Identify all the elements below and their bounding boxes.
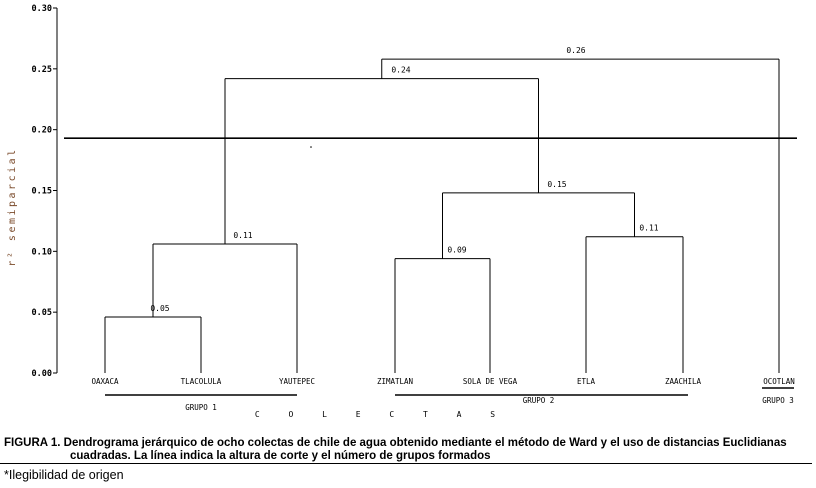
y-tick-label: 0.05: [32, 308, 52, 318]
caption-line-2: cuadradas. La línea indica la altura de …: [70, 450, 491, 462]
merge-height-label: 0.11: [639, 224, 658, 233]
leaf-label: ZIMATLAN: [377, 377, 413, 386]
group-label: GRUPO 2: [523, 396, 555, 405]
figure-caption: FIGURA 1. Dendrograma jerárquico de ocho…: [4, 437, 812, 463]
merge-height-label: 0.15: [547, 180, 566, 189]
chart-labels: 0.05 0.11 0.09 0.11 0.15 0.24 0.26 OAXACA TLACOL…: [91, 46, 794, 419]
stray-dot: [310, 146, 312, 148]
group-label: GRUPO 1: [185, 403, 217, 412]
leaf-label: YAUTEPEC: [279, 377, 315, 386]
y-tick-label: 0.20: [32, 126, 52, 136]
leaf-label: TLACOLULA: [181, 377, 222, 386]
leaf-label: ETLA: [577, 377, 596, 386]
dendrogram-branches: [64, 58, 797, 396]
caption-line-1: FIGURA 1. Dendrograma jerárquico de ocho…: [4, 437, 787, 449]
merge-height-label: 0.24: [391, 66, 410, 75]
caption-divider: [0, 463, 812, 464]
group-label: GRUPO 3: [762, 396, 794, 405]
merge-height-label: 0.11: [233, 231, 252, 240]
leaf-label: ZAACHILA: [665, 377, 702, 386]
dendrogram-chart: 0.00 0.05 0.10 0.15 0.20 0.25 0.30 r² semiparci…: [7, 4, 797, 419]
leaf-label: OCOTLAN: [763, 377, 795, 386]
x-axis-label: C O L E C T A S: [255, 410, 507, 419]
merge-height-label: 0.09: [447, 246, 466, 255]
y-axis: 0.00 0.05 0.10 0.15 0.20 0.25 0.30 r² semiparci…: [7, 4, 58, 379]
leaf-label: SOLA DE VEGA: [463, 377, 518, 386]
footnote: *Ilegibilidad de origen: [4, 468, 124, 482]
y-tick-label: 0.25: [32, 65, 52, 75]
leaf-label: OAXACA: [91, 377, 119, 386]
y-axis-label: r² semiparcial: [7, 147, 18, 266]
merge-height-label: 0.26: [566, 46, 585, 55]
y-tick-label: 0.15: [32, 187, 52, 197]
merge-height-label: 0.05: [150, 304, 169, 313]
y-tick-label: 0.00: [32, 369, 52, 379]
y-tick-label: 0.10: [32, 247, 52, 257]
y-tick-label: 0.30: [32, 4, 52, 14]
